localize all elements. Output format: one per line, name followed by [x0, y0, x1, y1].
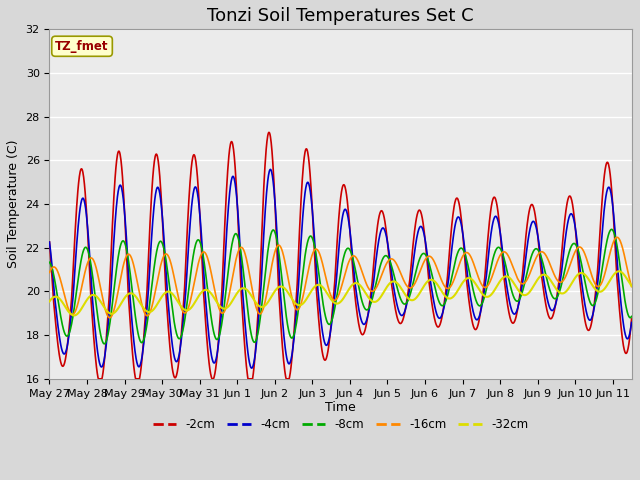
Y-axis label: Soil Temperature (C): Soil Temperature (C)	[7, 140, 20, 268]
Text: TZ_fmet: TZ_fmet	[55, 40, 109, 53]
Title: Tonzi Soil Temperatures Set C: Tonzi Soil Temperatures Set C	[207, 7, 474, 25]
Legend: -2cm, -4cm, -8cm, -16cm, -32cm: -2cm, -4cm, -8cm, -16cm, -32cm	[148, 413, 533, 436]
X-axis label: Time: Time	[325, 401, 356, 414]
